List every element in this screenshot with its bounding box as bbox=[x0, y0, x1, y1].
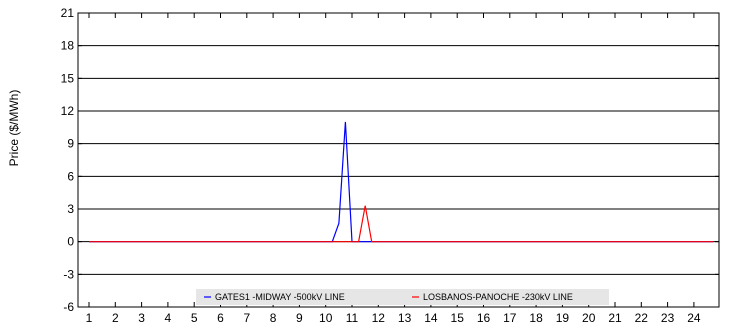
x-tick-label-10: 10 bbox=[319, 311, 333, 325]
y-tick-label--6: -6 bbox=[63, 300, 74, 314]
x-tick-label-13: 13 bbox=[398, 311, 412, 325]
series-line-2 bbox=[89, 205, 714, 243]
x-tick-label-17: 17 bbox=[503, 311, 517, 325]
y-tick-label-3: 3 bbox=[67, 202, 74, 216]
x-tick-label-21: 21 bbox=[608, 311, 622, 325]
x-tick-label-5: 5 bbox=[191, 311, 198, 325]
y-tick-label-15: 15 bbox=[61, 71, 75, 85]
plot-border bbox=[77, 12, 720, 308]
x-tick-label-14: 14 bbox=[424, 311, 438, 325]
y-tick-label-6: 6 bbox=[67, 169, 74, 183]
y-axis-title: Price ($/MWh) bbox=[7, 90, 21, 167]
y-tick-label-0: 0 bbox=[67, 235, 74, 249]
legend-box bbox=[196, 289, 609, 305]
x-tick-label-19: 19 bbox=[556, 311, 570, 325]
y-axis-ticks: -6 -3 0 3 6 9 12 15 18 21 bbox=[61, 6, 719, 314]
x-tick-label-2: 2 bbox=[112, 311, 119, 325]
x-tick-label-6: 6 bbox=[217, 311, 224, 325]
legend: GATES1 -MIDWAY -500kV LINE LOSBANOS-PANOC… bbox=[196, 289, 609, 305]
x-tick-label-15: 15 bbox=[451, 311, 465, 325]
x-tick-label-22: 22 bbox=[635, 311, 649, 325]
x-tick-label-23: 23 bbox=[661, 311, 675, 325]
x-tick-label-11: 11 bbox=[346, 311, 359, 325]
x-tick-label-18: 18 bbox=[529, 311, 543, 325]
legend-label-1: GATES1 -MIDWAY -500kV LINE bbox=[215, 292, 345, 302]
x-axis-ticks: 1 2 3 4 5 6 7 8 9 10 11 12 13 14 15 16 17 18 19 20 21 22 23 24 bbox=[86, 13, 701, 325]
y-tick-label-12: 12 bbox=[61, 104, 75, 118]
x-tick-label-12: 12 bbox=[372, 311, 386, 325]
x-tick-label-16: 16 bbox=[477, 311, 491, 325]
y-tick-label-18: 18 bbox=[61, 39, 75, 53]
legend-label-2: LOSBANOS-PANOCHE -230kV LINE bbox=[423, 292, 573, 302]
series-line-1 bbox=[89, 121, 714, 243]
x-tick-label-8: 8 bbox=[270, 311, 277, 325]
x-tick-label-24: 24 bbox=[687, 311, 701, 325]
y-tick-label-21: 21 bbox=[61, 6, 75, 20]
x-tick-label-20: 20 bbox=[582, 311, 596, 325]
y-tick-label-9: 9 bbox=[67, 137, 74, 151]
x-tick-label-3: 3 bbox=[138, 311, 145, 325]
grid-lines bbox=[78, 12, 719, 308]
x-tick-label-7: 7 bbox=[243, 311, 250, 325]
x-tick-label-9: 9 bbox=[296, 311, 303, 325]
y-tick-label--3: -3 bbox=[63, 267, 74, 281]
plot-frame bbox=[77, 12, 720, 308]
series-lines bbox=[89, 121, 714, 243]
x-tick-label-1: 1 bbox=[86, 311, 93, 325]
x-tick-label-4: 4 bbox=[165, 311, 172, 325]
